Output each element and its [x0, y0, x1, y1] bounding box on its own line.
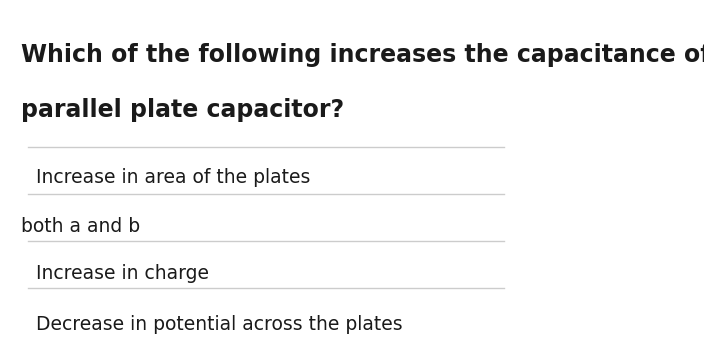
Text: Increase in area of the plates: Increase in area of the plates [36, 168, 310, 187]
Text: parallel plate capacitor?: parallel plate capacitor? [20, 98, 344, 122]
Text: Which of the following increases the capacitance of a: Which of the following increases the cap… [20, 43, 704, 67]
Text: both a and b: both a and b [20, 217, 139, 236]
Text: Increase in charge: Increase in charge [36, 264, 209, 283]
Text: Decrease in potential across the plates: Decrease in potential across the plates [36, 315, 403, 334]
